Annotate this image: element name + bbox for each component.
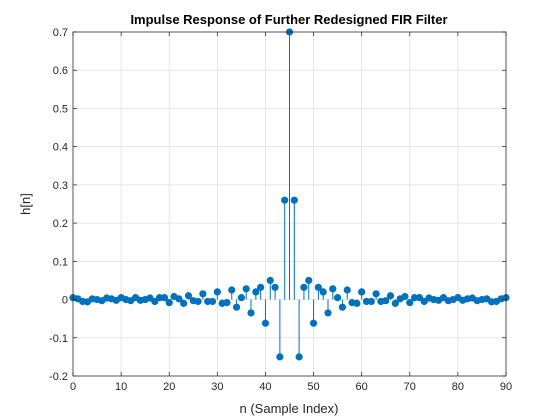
stem-marker <box>261 319 270 327</box>
y-tick-label: 0.5 <box>53 103 68 115</box>
stem-marker <box>252 288 260 296</box>
chart-title: Impulse Response of Further Redesigned F… <box>130 12 447 27</box>
stem-marker <box>151 297 159 306</box>
y-tick-label: 0.4 <box>53 142 68 154</box>
y-tick-label: 0.6 <box>53 65 68 77</box>
y-tick-label: 0 <box>62 295 68 307</box>
stem-marker <box>276 353 284 361</box>
x-tick-label: 30 <box>211 381 223 393</box>
y-tick-label: -0.2 <box>49 371 68 383</box>
stem-marker <box>329 285 337 293</box>
x-tick-label: 60 <box>356 381 368 393</box>
markers-layer <box>69 28 510 361</box>
x-tick-label: 70 <box>404 381 416 393</box>
stem-marker <box>406 299 414 307</box>
stem-marker <box>242 285 250 293</box>
stem-marker <box>300 283 308 291</box>
ticks-layer: 0 10 20 30 40 50 60 70 80 90 -0.2 -0.1 0 0.1 0.2 0.3 0.4… <box>49 27 512 393</box>
stem-marker <box>194 297 202 306</box>
stem-marker <box>160 294 169 302</box>
x-axis-label: n (Sample Index) <box>240 401 339 416</box>
stem-marker <box>271 283 279 291</box>
stem-marker <box>401 292 409 301</box>
x-tick-label: 50 <box>307 381 319 393</box>
axes-box <box>72 31 507 377</box>
stem-marker <box>372 290 380 298</box>
stem-marker <box>175 295 183 303</box>
stem-marker <box>309 319 318 327</box>
stem-marker <box>353 299 361 307</box>
stem-marker <box>367 297 375 306</box>
stem-marker <box>324 309 332 317</box>
y-tick-label: 0.2 <box>53 218 68 230</box>
x-tick-label: 0 <box>70 381 76 393</box>
stem-marker <box>382 297 390 305</box>
y-tick-label: 0.3 <box>53 180 68 192</box>
stem-marker <box>415 294 423 302</box>
stem-marker <box>266 276 274 285</box>
x-tick-label: 10 <box>115 381 127 393</box>
stem-marker <box>223 299 231 307</box>
stem-marker <box>180 299 188 307</box>
stem-marker <box>305 276 313 285</box>
stem-marker <box>314 283 322 291</box>
stem-marker <box>338 303 347 311</box>
stem-marker <box>232 303 241 311</box>
stem-marker <box>199 290 207 298</box>
y-tick-label: -0.1 <box>49 333 68 345</box>
stem-marker <box>213 288 221 296</box>
stem-marker <box>295 353 303 361</box>
y-axis-label: h[n] <box>18 193 33 215</box>
stem-marker <box>247 309 255 317</box>
stem-marker <box>237 294 245 302</box>
stem-marker <box>334 294 342 302</box>
x-tick-label: 80 <box>452 381 464 393</box>
y-tick-label: 0.7 <box>53 27 68 39</box>
stem-marker <box>184 292 193 300</box>
stem-marker <box>290 196 298 204</box>
stem-marker <box>257 283 265 291</box>
y-tick-label: 0.1 <box>53 256 68 268</box>
stem-marker <box>358 288 366 296</box>
stem-marker <box>228 286 236 294</box>
stem-marker <box>386 292 395 300</box>
x-tick-label: 90 <box>500 381 512 393</box>
stem-marker <box>391 299 399 307</box>
x-tick-label: 20 <box>163 381 175 393</box>
stem-marker <box>343 286 351 294</box>
x-tick-label: 40 <box>259 381 271 393</box>
stem-marker <box>281 196 289 204</box>
stem-marker <box>165 299 173 307</box>
stem-marker <box>319 288 327 296</box>
stem-marker <box>208 297 217 306</box>
